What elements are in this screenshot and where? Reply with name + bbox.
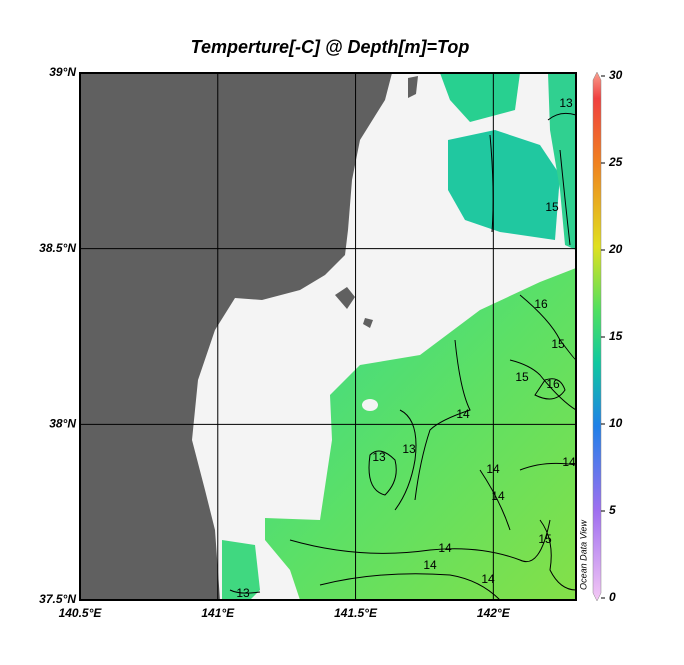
grid (80, 73, 576, 600)
contour-label: 16 (546, 377, 560, 391)
data-patch (440, 73, 520, 122)
contour-label: 14 (562, 455, 576, 469)
watermark: Ocean Data View (578, 520, 588, 590)
y-tick-label: 38.5°N (39, 241, 76, 255)
contour-label: 14 (481, 572, 495, 586)
contour-label: 14 (486, 462, 500, 476)
contour-label: 15 (538, 532, 552, 546)
x-tick-label: 141.5°E (334, 606, 378, 620)
colorbar-tick-label: 0 (609, 590, 616, 604)
contour-label: 13 (236, 586, 250, 600)
data-patch (548, 73, 576, 250)
colorbar-tick-label: 15 (609, 329, 623, 343)
island (335, 76, 418, 328)
contour-label: 14 (423, 558, 437, 572)
no-data-hole (362, 399, 378, 411)
x-tick-label: 140.5°E (59, 606, 103, 620)
data-patch (265, 268, 576, 600)
contour-label: 15 (515, 370, 529, 384)
data-patch (448, 130, 560, 240)
contour-label: 16 (534, 297, 548, 311)
colorbar-tick-label: 25 (608, 155, 623, 169)
axes: 140.5°E 141°E 141.5°E 142°E 37.5°N 38°N 38.5°N… (39, 65, 623, 620)
colorbar-tick-label: 5 (609, 503, 616, 517)
contour-label: 14 (491, 489, 505, 503)
colorbar (592, 71, 602, 602)
contour-label: 13 (559, 96, 573, 110)
colorbar-tick-label: 20 (608, 242, 623, 256)
map-frame (79, 72, 577, 601)
x-tick-label: 141°E (201, 606, 235, 620)
y-tick-label: 38°N (49, 417, 76, 431)
colorbar-tick-label: 10 (609, 416, 623, 430)
x-tick-label: 142°E (477, 606, 511, 620)
y-tick-label: 39°N (49, 65, 76, 79)
contour-label: 13 (372, 450, 386, 464)
colorbar-tick-label: 30 (609, 68, 623, 82)
contour-label: 15 (545, 200, 559, 214)
y-tick-label: 37.5°N (39, 592, 76, 606)
data-patch (222, 540, 260, 600)
land (80, 73, 392, 600)
contour-label: 14 (438, 541, 452, 555)
map-title: Temperture[-C] @ Depth[m]=Top (191, 37, 470, 57)
contour-label: 14 (456, 407, 470, 421)
contour-label: 13 (402, 442, 416, 456)
contour-label: 15 (551, 337, 565, 351)
